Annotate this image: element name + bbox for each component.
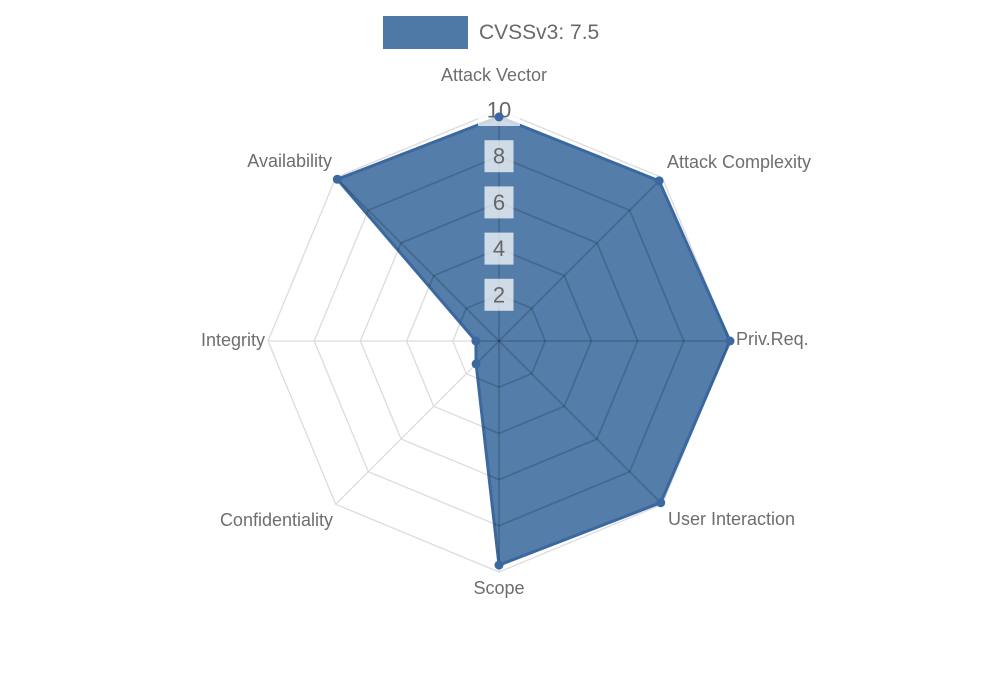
data-point-confidentiality bbox=[471, 359, 481, 369]
data-point-integrity bbox=[471, 336, 481, 346]
legend-swatch bbox=[383, 16, 468, 49]
axis-label-attack-vector: Attack Vector bbox=[441, 65, 547, 85]
tick-label-8: 8 bbox=[493, 144, 505, 169]
tick-backdrop-8 bbox=[484, 140, 514, 173]
tick-label-4: 4 bbox=[493, 236, 505, 261]
legend-label: CVSSv3: 7.5 bbox=[479, 21, 600, 44]
axis-label-priv-req: Priv.Req. bbox=[736, 329, 809, 349]
axis-label-scope: Scope bbox=[473, 578, 524, 598]
grid-spoke-user-interaction bbox=[498, 340, 663, 505]
tick-backdrop-4 bbox=[484, 232, 514, 265]
grid-spoke-confidentiality bbox=[335, 340, 500, 505]
axis-label-integrity: Integrity bbox=[201, 330, 265, 350]
axis-label-availability: Availability bbox=[247, 151, 332, 171]
data-point-attack-vector bbox=[494, 112, 504, 122]
tick-backdrop-2 bbox=[484, 278, 514, 311]
data-point-availability bbox=[332, 174, 342, 184]
legend-item[interactable]: CVSSv3: 7.5 bbox=[383, 16, 599, 49]
data-point-user-interaction bbox=[656, 498, 666, 508]
grid-spoke-availability bbox=[337, 177, 500, 342]
tick-backdrop-6 bbox=[484, 186, 514, 219]
grid-ring-2 bbox=[451, 293, 547, 389]
axis-label-confidentiality: Confidentiality bbox=[220, 510, 333, 530]
data-point-priv-req bbox=[725, 336, 735, 346]
axis-label-user-interaction: User Interaction bbox=[668, 509, 795, 529]
data-point-scope bbox=[494, 560, 504, 570]
tick-label-2: 2 bbox=[493, 282, 505, 307]
data-point-attack-complexity bbox=[654, 176, 664, 186]
tick-label-6: 6 bbox=[493, 190, 505, 215]
axis-label-attack-complexity: Attack Complexity bbox=[667, 152, 811, 172]
grid-spoke-attack-complexity bbox=[498, 177, 663, 342]
